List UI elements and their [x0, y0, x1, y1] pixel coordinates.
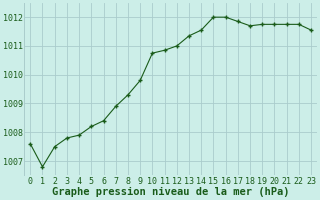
X-axis label: Graphe pression niveau de la mer (hPa): Graphe pression niveau de la mer (hPa) — [52, 187, 290, 197]
